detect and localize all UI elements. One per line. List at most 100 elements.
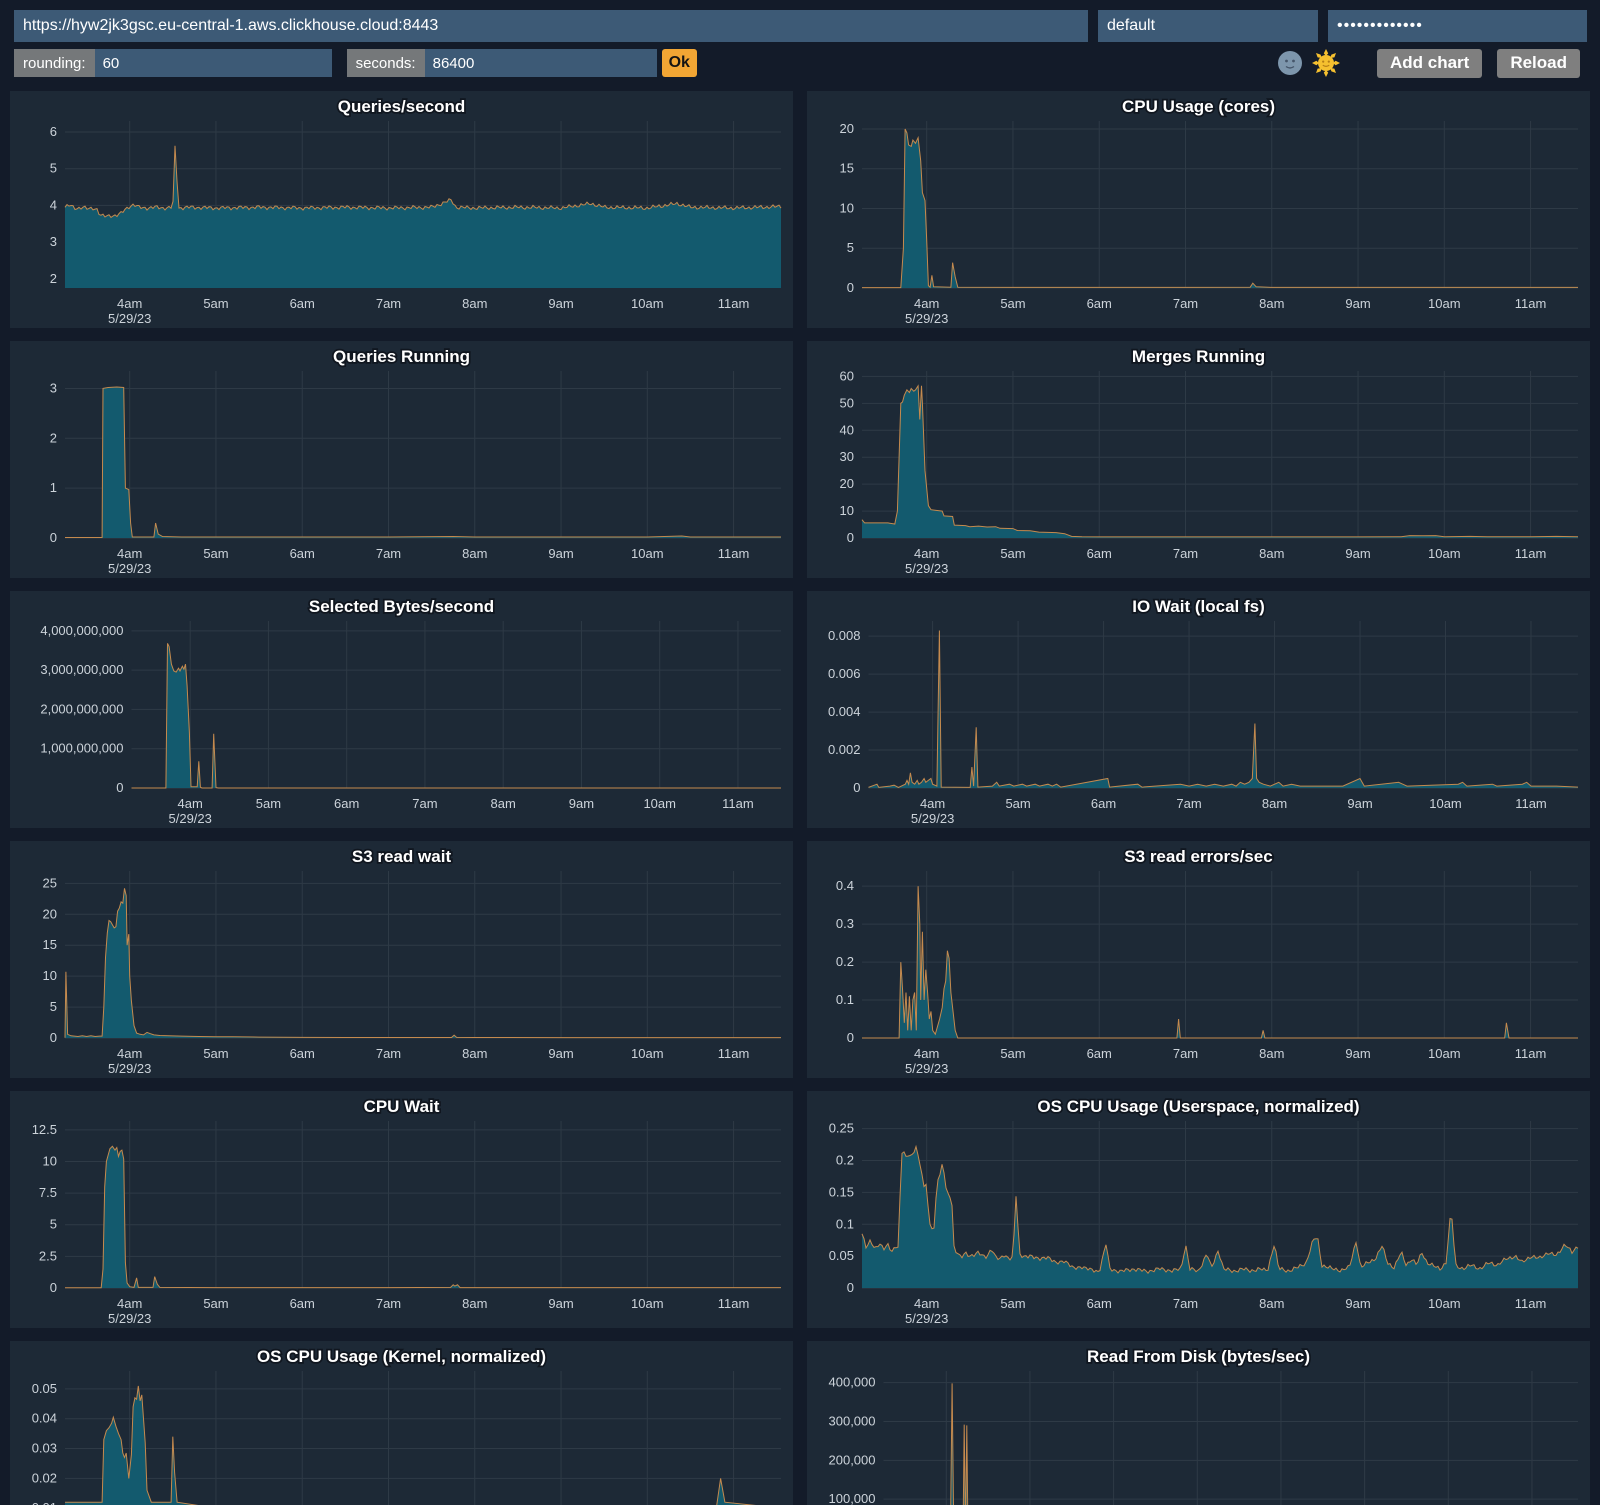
- x-tick-label: 10am: [1428, 1046, 1461, 1061]
- x-tick-label: 9am: [1345, 1046, 1370, 1061]
- rounding-field: rounding:: [14, 49, 332, 77]
- chart-panel-os-cpu-usage-kernel-normalized: 00.010.020.030.040.054am5/29/235am6am7am…: [10, 1341, 793, 1505]
- y-tick-label: 10: [43, 968, 57, 983]
- x-tick-label: 11am: [1515, 1046, 1547, 1061]
- series-line: [950, 1383, 969, 1505]
- y-tick-label: 10: [840, 503, 854, 518]
- x-date-label: 5/29/23: [905, 1311, 948, 1326]
- controls-bar: rounding: seconds: Ok Add chart Reload: [14, 48, 1580, 78]
- series-area: [65, 387, 781, 538]
- add-chart-button[interactable]: Add chart: [1376, 48, 1483, 78]
- seconds-label: seconds:: [346, 49, 425, 77]
- y-tick-label: 25: [43, 875, 57, 890]
- seconds-input[interactable]: [424, 49, 657, 77]
- y-tick-label: 300,000: [829, 1413, 876, 1428]
- rounding-label: rounding:: [14, 49, 95, 77]
- x-tick-label: 8am: [1262, 796, 1287, 811]
- x-tick-label: 5am: [203, 296, 228, 311]
- dark-theme-moon-icon[interactable]: [1277, 50, 1303, 76]
- x-tick-label: 5am: [1000, 546, 1025, 561]
- rounding-input[interactable]: [94, 49, 332, 77]
- chart-panel-merges-running: 0 10 20 30 40 50 60 4am 5/29/23 5am 6am 7am 8am 9am 10…: [807, 341, 1590, 578]
- ok-button[interactable]: Ok: [661, 49, 697, 77]
- y-tick-label: 0.1: [836, 992, 854, 1007]
- chart-panel-s3-read-wait: 0 5 10 15 20 25 4am 5/29/23 5am 6am 7am 8am 9am 10am 1…: [10, 841, 793, 1078]
- y-tick-label: 0.15: [829, 1184, 854, 1199]
- light-theme-sun-icon[interactable]: [1311, 49, 1340, 77]
- series-area: [65, 888, 781, 1038]
- x-tick-label: 7am: [376, 296, 401, 311]
- x-tick-label: 10am: [1429, 796, 1462, 811]
- y-tick-label: 0.05: [829, 1248, 854, 1263]
- y-tick-label: 30: [840, 449, 854, 464]
- x-tick-label: 10am: [1428, 296, 1461, 311]
- x-tick-label: 8am: [1259, 1046, 1284, 1061]
- chart-title: CPU Wait: [364, 1097, 440, 1116]
- x-tick-label: 9am: [1345, 546, 1370, 561]
- y-tick-label: 1,000,000,000: [40, 741, 123, 756]
- chart-title: IO Wait (local fs): [1132, 597, 1265, 616]
- x-tick-label: 7am: [376, 1046, 401, 1061]
- x-tick-label: 11am: [718, 1046, 750, 1061]
- password-input[interactable]: [1328, 10, 1587, 42]
- y-tick-label: 0.1: [836, 1216, 854, 1231]
- chart-panel-s3-read-errors-sec: 0 0.1 0.2 0.3 0.4 4am 5/29/23 5am 6am 7am 8am 9am 10…: [807, 841, 1590, 1078]
- x-tick-label: 9am: [548, 1046, 573, 1061]
- x-tick-label: 7am: [412, 796, 437, 811]
- y-tick-label: 0.02: [32, 1470, 57, 1485]
- y-tick-label: 15: [43, 937, 57, 952]
- x-tick-label: 9am: [548, 546, 573, 561]
- y-tick-label: 0.2: [836, 954, 854, 969]
- y-tick-label: 20: [43, 906, 57, 921]
- x-date-label: 5/29/23: [108, 1061, 151, 1076]
- x-tick-label: 10am: [631, 1296, 664, 1311]
- y-tick-label: 0: [50, 530, 57, 545]
- reload-button[interactable]: Reload: [1497, 48, 1580, 78]
- series-area: [131, 643, 781, 788]
- chart-title: Queries Running: [333, 347, 470, 366]
- chart-read-from-disk-bytes-sec[interactable]: 0100,000200,000300,000400,0004am5/29/235…: [807, 1341, 1590, 1505]
- chart-panel-selected-bytes-second: 0 1,000,000,000 2,000,000,000 3,000,000,000…: [10, 591, 793, 828]
- y-tick-label: 400,000: [829, 1375, 876, 1390]
- server-url-input[interactable]: [14, 10, 1088, 42]
- y-tick-label: 0.3: [836, 916, 854, 931]
- y-tick-label: 100,000: [829, 1491, 876, 1505]
- x-tick-label: 9am: [548, 296, 573, 311]
- x-date-label: 5/29/23: [108, 1311, 151, 1326]
- username-input[interactable]: [1098, 10, 1318, 42]
- x-tick-label: 10am: [631, 1046, 664, 1061]
- x-tick-label: 6am: [1087, 1046, 1112, 1061]
- chart-panel-read-from-disk-bytes-sec: 0100,000200,000300,000400,0004am5/29/235…: [807, 1341, 1590, 1505]
- y-tick-label: 0: [50, 1280, 57, 1295]
- chart-os-cpu-usage-kernel-normalized[interactable]: 00.010.020.030.040.054am5/29/235am6am7am…: [10, 1341, 793, 1505]
- chart-title: OS CPU Usage (Kernel, normalized): [257, 1347, 546, 1366]
- series-line: [861, 384, 1579, 538]
- series-line: [868, 630, 1579, 788]
- x-tick-label: 5am: [256, 796, 281, 811]
- y-tick-label: 0: [847, 1030, 854, 1045]
- x-tick-label: 9am: [548, 1296, 573, 1311]
- x-tick-label: 5am: [203, 1046, 228, 1061]
- x-tick-label: 4am: [914, 296, 939, 311]
- chart-title: S3 read errors/sec: [1124, 847, 1272, 866]
- y-tick-label: 1: [50, 480, 57, 495]
- x-date-label: 5/29/23: [911, 811, 954, 826]
- y-tick-label: 5: [50, 1217, 57, 1232]
- y-tick-label: 0: [847, 530, 854, 545]
- chart-selected-bytes-second[interactable]: 0 1,000,000,000 2,000,000,000 3,000,000,000…: [10, 591, 793, 828]
- x-tick-label: 6am: [1087, 296, 1112, 311]
- x-tick-label: 8am: [462, 546, 487, 561]
- x-tick-label: 4am: [914, 1296, 939, 1311]
- x-tick-label: 8am: [1259, 546, 1284, 561]
- y-tick-label: 10: [43, 1153, 57, 1168]
- chart-panel-cpu-usage-cores: 0 5 10 15 20 4am 5/29/23 5am 6am 7am 8am 9am 10am 11a…: [807, 91, 1590, 328]
